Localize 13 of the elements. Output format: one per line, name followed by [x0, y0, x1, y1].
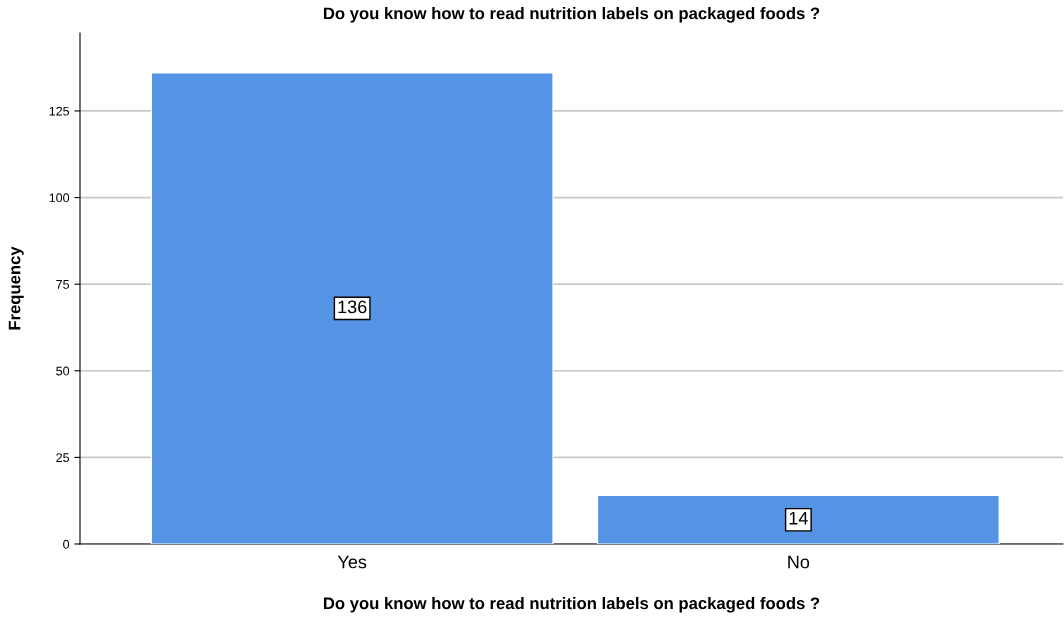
y-tick-label: 25 [56, 453, 70, 463]
y-tick-label: 100 [49, 193, 70, 203]
y-tick-label: 50 [56, 366, 70, 376]
data-label: 136 [338, 300, 367, 314]
y-tick-label: 75 [56, 280, 70, 289]
y-axis-title: Frequency [8, 246, 24, 330]
x-tick-label: Yes [337, 555, 367, 569]
y-tick-label: 0 [63, 539, 70, 549]
data-label: 14 [789, 512, 808, 525]
chart-title: Do you know how to read nutrition labels on packaged foods ? [323, 7, 820, 23]
x-tick-label: No [788, 555, 810, 569]
x-axis-title: Do you know how to read nutrition labels on packaged foods ? [323, 596, 820, 613]
y-tick-label: 125 [49, 106, 70, 116]
